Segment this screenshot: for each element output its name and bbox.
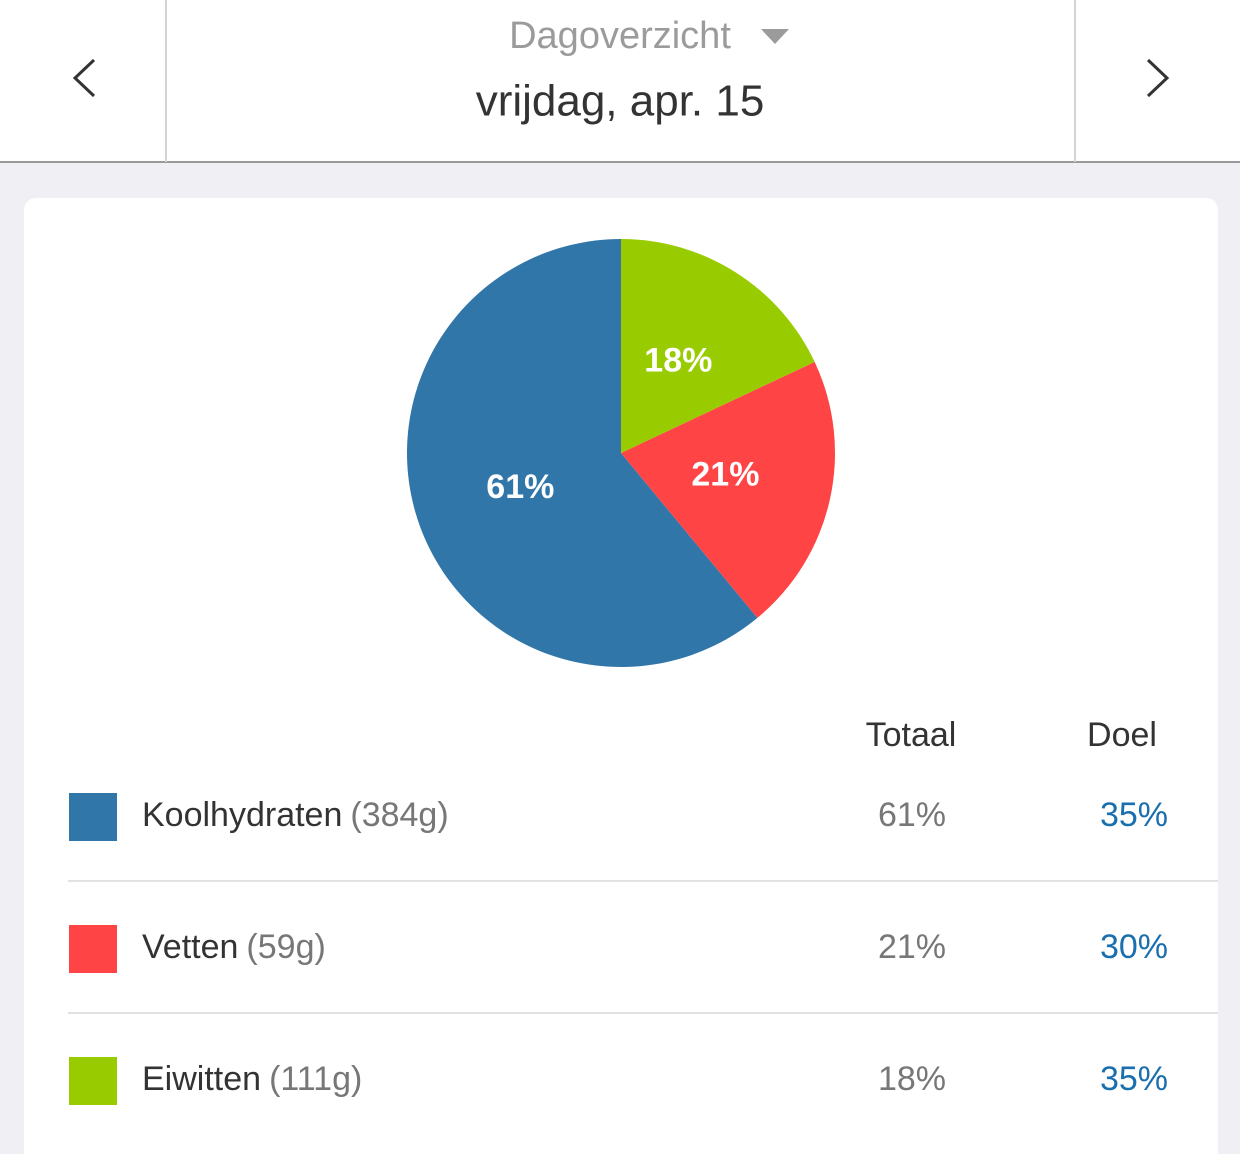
legend-swatch [69,925,117,973]
nutrient-label: Eiwitten [142,1060,261,1098]
nutrient-label: Koolhydraten [142,796,342,834]
column-header: Doel [1087,716,1157,754]
view-title[interactable]: Dagoverzicht [509,15,731,57]
prev-button[interactable] [72,58,96,98]
table-rows: Koolhydraten (384g) 61% 35% Vetten (59g) 21% 30… [69,793,1168,1105]
pie-chart: 61% 21% 18% [407,239,835,667]
nutrient-amount: (384g) [350,796,448,834]
legend-swatch [69,1057,117,1105]
nutrient-name: Vetten (59g) [142,928,326,966]
nutrient-name: Eiwitten (111g) [142,1060,362,1098]
nutrient-amount: (59g) [246,928,325,966]
nutrient-name: Koolhydraten (384g) [142,796,449,834]
slice-label: 21% [691,455,759,493]
column-header: Totaal [866,716,957,754]
next-button[interactable] [1146,58,1170,98]
nutrient-label: Vetten [142,928,238,966]
slice-label: 18% [644,342,712,380]
pie-slice [621,361,835,618]
nutrient-amount: (111g) [269,1060,362,1098]
total-percent: 18% [878,1060,946,1098]
goal-percent: 35% [1100,1060,1168,1098]
date: vrijdag, apr. 15 [476,77,765,126]
header-bar [0,0,1240,162]
legend-swatch [69,793,117,841]
dropdown-arrow[interactable] [761,29,789,44]
goal-percent: 35% [1100,796,1168,834]
goal-percent: 30% [1100,928,1168,966]
slice-label: 61% [486,468,554,506]
pie-slice [407,239,758,667]
pie-slice [621,239,815,453]
card [24,198,1218,1154]
total-percent: 61% [878,796,946,834]
total-percent: 21% [878,928,946,966]
